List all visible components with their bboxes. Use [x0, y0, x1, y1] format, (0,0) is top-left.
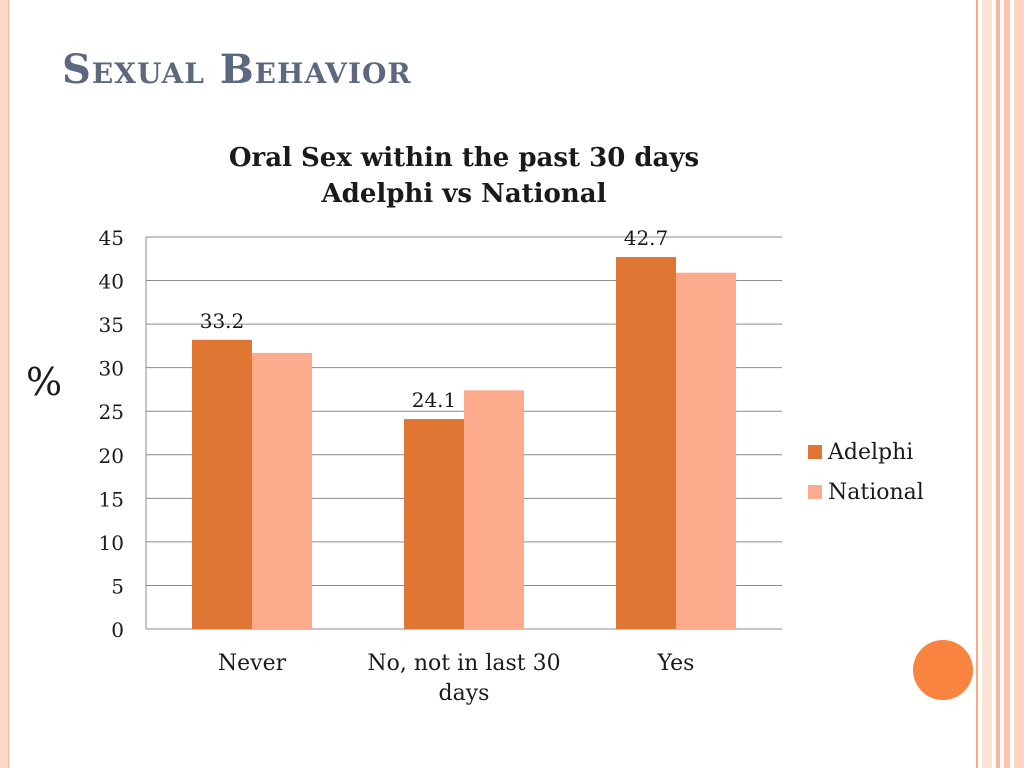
- legend: Adelphi National: [808, 432, 924, 512]
- chart-title-line-2: Adelphi vs National: [321, 179, 607, 209]
- bar-adelphi-3: [616, 257, 676, 629]
- legend-swatch-adelphi: [808, 445, 822, 459]
- right-stripes-decoration: [974, 0, 1024, 768]
- y-tick-label: 35: [99, 313, 124, 337]
- legend-item-national: National: [808, 472, 924, 512]
- legend-swatch-national: [808, 485, 822, 499]
- bar-adelphi-1: [192, 339, 252, 629]
- x-tick-label: No, not in last 30: [367, 651, 560, 676]
- slide-title: Sexual Behavior: [62, 46, 412, 93]
- x-tick-label: days: [439, 681, 490, 706]
- data-label: 33.2: [200, 309, 245, 333]
- bar-national-1: [252, 352, 312, 629]
- y-tick-label: 5: [111, 574, 124, 598]
- x-tick-label: Yes: [657, 651, 695, 676]
- y-tick-label: 45: [99, 226, 124, 250]
- y-tick-label: 15: [99, 487, 124, 511]
- y-tick-label: 25: [99, 400, 124, 424]
- legend-label-national: National: [828, 479, 924, 505]
- y-tick-label: 40: [99, 270, 124, 294]
- x-tick-label: Never: [218, 651, 287, 676]
- bar-adelphi-2: [404, 419, 464, 629]
- decorative-circle: [913, 640, 973, 700]
- left-border-decoration: [0, 0, 9, 768]
- chart-title: Oral Sex within the past 30 days Adelphi…: [146, 140, 782, 212]
- y-tick-label: 10: [99, 531, 124, 555]
- y-axis-label: %: [26, 360, 63, 404]
- bar-national-2: [464, 390, 524, 629]
- chart-title-line-1: Oral Sex within the past 30 days: [228, 143, 700, 173]
- legend-label-adelphi: Adelphi: [828, 439, 914, 465]
- y-tick-label: 20: [99, 444, 124, 468]
- data-label: 42.7: [624, 226, 669, 250]
- y-tick-label: 0: [111, 618, 124, 642]
- legend-item-adelphi: Adelphi: [808, 432, 924, 472]
- data-label: 24.1: [412, 388, 457, 412]
- y-tick-label: 30: [99, 357, 124, 381]
- bar-national-3: [676, 272, 736, 629]
